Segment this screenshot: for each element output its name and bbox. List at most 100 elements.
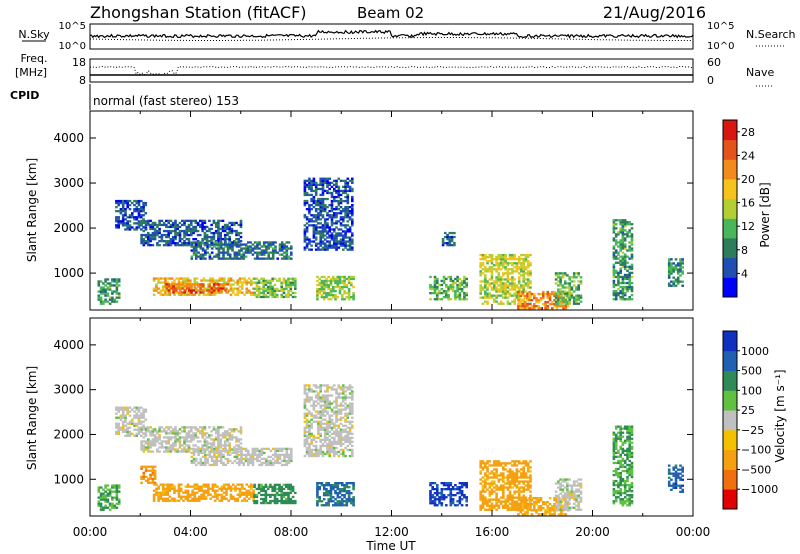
power-echo-cell: [513, 288, 516, 291]
power-echo-cell: [515, 262, 519, 265]
power-echo-cell: [559, 282, 562, 285]
power-echo-cell: [160, 219, 164, 222]
power-echo-cell: [257, 287, 261, 290]
power-echo-cell: [124, 201, 127, 205]
power-echo-cell: [165, 287, 168, 290]
power-echo-cell: [108, 296, 112, 299]
power-echo-cell: [456, 279, 459, 283]
power-echo-cell: [137, 204, 141, 207]
power-echo-cell: [219, 257, 223, 260]
power-echo-cell: [619, 247, 622, 250]
velocity-echo-cell: [264, 493, 268, 497]
power-echo-cell: [236, 281, 240, 284]
power-echo-cell: [314, 224, 318, 227]
velocity-echo-cell: [211, 485, 215, 488]
velocity-echo-cell: [147, 444, 150, 447]
velocity-echo-cell: [342, 438, 345, 441]
velocity-echo-cell: [165, 436, 168, 439]
power-echo-cell: [133, 199, 136, 203]
power-echo-cell: [526, 270, 530, 273]
velocity-echo-cell: [225, 493, 228, 496]
velocity-echo-cell: [344, 394, 347, 397]
power-echo-cell: [561, 302, 565, 305]
velocity-echo-cell: [203, 440, 207, 443]
power-echo-cell: [539, 299, 543, 302]
velocity-echo-cell: [187, 434, 191, 437]
power-echo-cell: [337, 240, 341, 243]
velocity-echo-cell: [241, 487, 244, 490]
velocity-echo-cell: [352, 486, 355, 489]
power-echo-cell: [484, 300, 487, 303]
velocity-echo-cell: [262, 485, 265, 489]
power-echo-cell: [344, 232, 347, 235]
power-echo-cell: [327, 287, 330, 291]
power-echo-cell: [445, 277, 448, 281]
velocity-echo-cell: [204, 459, 207, 463]
power-echo-cell: [137, 199, 141, 203]
velocity-echo-cell: [241, 483, 244, 486]
power-echo-cell: [135, 228, 139, 231]
power-echo-cell: [278, 245, 282, 248]
velocity-echo-cell: [344, 396, 347, 399]
velocity-echo-cell: [111, 490, 114, 493]
velocity-echo-cell: [142, 436, 146, 439]
velocity-echo-cell: [113, 484, 116, 487]
power-echo-cell: [274, 241, 277, 244]
velocity-echo-cell: [244, 459, 248, 463]
power-echo-cell: [502, 284, 505, 287]
velocity-echo-cell: [262, 497, 265, 501]
power-echo-cell: [621, 225, 625, 228]
power-echo-cell: [561, 290, 565, 293]
power-echo-cell: [619, 219, 622, 222]
power-echo-cell: [224, 289, 227, 292]
power-echo-cell: [351, 232, 354, 235]
power-echo-cell: [250, 291, 253, 294]
velocity-echo-cell: [233, 448, 236, 451]
power-echo-cell: [513, 266, 516, 269]
power-echo-cell: [142, 201, 145, 205]
power-echo-cell: [499, 262, 503, 265]
power-echo-cell: [314, 220, 318, 223]
power-echo-cell: [208, 227, 211, 231]
velocity-echo-cell: [310, 452, 313, 456]
power-echo-cell: [208, 240, 211, 243]
velocity-echo-cell: [338, 488, 342, 491]
power-echo-cell: [442, 296, 446, 299]
power-colorbar-swatch: [723, 218, 737, 239]
power-echo-cell: [479, 264, 482, 267]
velocity-echo-cell: [260, 451, 264, 454]
power-echo-cell: [493, 282, 496, 285]
power-echo-cell: [153, 227, 157, 231]
power-echo-cell: [312, 226, 316, 229]
power-echo-cell: [352, 292, 355, 295]
power-echo-cell: [258, 257, 261, 260]
power-echo-cell: [557, 280, 560, 283]
velocity-echo-cell: [232, 495, 235, 498]
power-echo-cell: [335, 199, 338, 203]
velocity-echo-cell: [173, 489, 176, 492]
power-echo-cell: [239, 223, 243, 227]
power-echo-cell: [230, 223, 234, 227]
power-echo-cell: [456, 296, 459, 299]
power-echo-cell: [310, 208, 313, 211]
power-echo-cell: [131, 214, 134, 217]
power-echo-cell: [243, 293, 246, 296]
velocity-echo-cell: [119, 416, 123, 419]
velocity-echo-cell: [104, 486, 107, 489]
power-echo-cell: [321, 228, 325, 231]
velocity-echo-cell: [291, 485, 295, 489]
velocity-echo-cell: [239, 438, 243, 441]
velocity-echo-cell: [433, 502, 437, 505]
velocity-echo-cell: [142, 414, 145, 417]
power-echo-cell: [310, 248, 313, 251]
velocity-echo-cell: [317, 450, 320, 454]
power-echo-cell: [335, 226, 338, 229]
power-echo-cell: [617, 279, 620, 283]
velocity-echo-cell: [204, 463, 207, 467]
power-echo-cell: [175, 277, 178, 280]
velocity-echo-cell: [222, 449, 225, 452]
velocity-echo-cell: [267, 463, 270, 467]
velocity-echo-cell: [108, 492, 112, 495]
velocity-echo-cell: [235, 444, 238, 447]
velocity-echo-cell: [344, 386, 347, 389]
